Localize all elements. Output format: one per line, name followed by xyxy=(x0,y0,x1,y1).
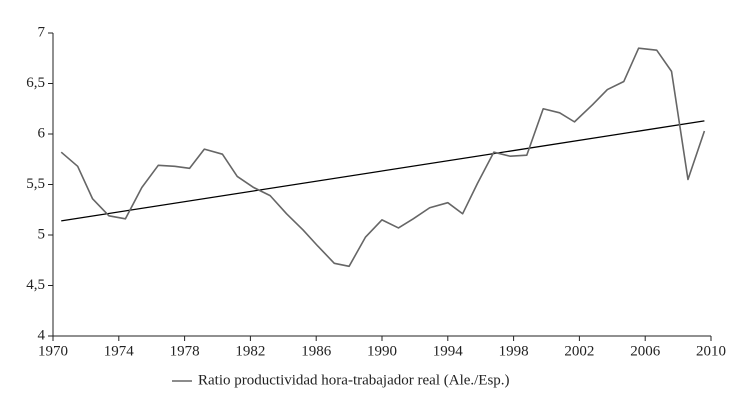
y-tick-label: 5 xyxy=(38,226,46,242)
y-tick-label: 6,5 xyxy=(26,75,45,91)
x-tick-label: 1974 xyxy=(104,343,135,359)
trend-line xyxy=(61,120,705,222)
legend-label: Ratio productividad hora-trabajador real… xyxy=(198,372,510,388)
y-tick-label: 5,5 xyxy=(26,176,45,192)
x-tick-label: 2010 xyxy=(696,343,726,359)
y-tick-label: 7 xyxy=(38,24,46,40)
x-tick-label: 1970 xyxy=(38,343,68,359)
x-tick-label: 1982 xyxy=(235,343,265,359)
x-tick-label: 1986 xyxy=(301,343,332,359)
x-tick-label: 1978 xyxy=(170,343,200,359)
x-tick-label: 1994 xyxy=(433,343,464,359)
x-tick-label: 2006 xyxy=(630,343,661,359)
y-tick-label: 4,5 xyxy=(26,277,45,293)
series-line xyxy=(60,47,706,268)
y-tick-label: 6 xyxy=(38,125,46,141)
x-tick-label: 1990 xyxy=(367,343,397,359)
x-tick-label: 2002 xyxy=(564,343,594,359)
y-tick-label: 4 xyxy=(38,327,46,343)
x-tick-label: 1998 xyxy=(499,343,529,359)
